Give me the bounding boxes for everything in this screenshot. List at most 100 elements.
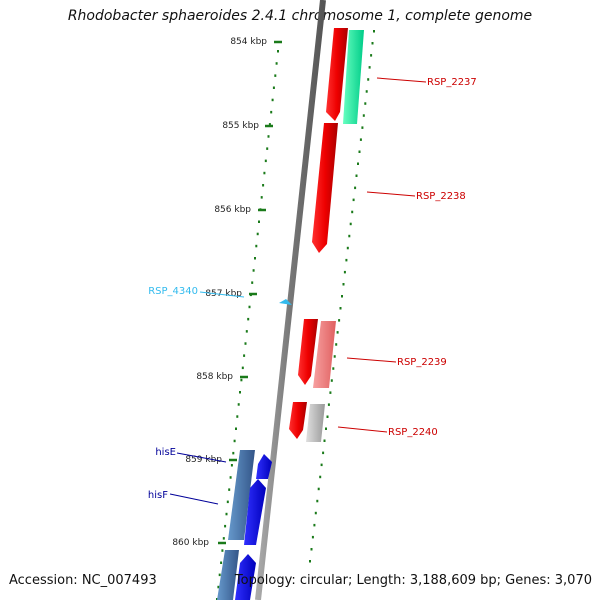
- scale-dot: [237, 403, 240, 406]
- scale-dot: [274, 74, 277, 77]
- scale-dot: [236, 415, 239, 418]
- outer-dot: [333, 355, 336, 358]
- label-rsp-2237[interactable]: RSP_2237: [427, 77, 477, 88]
- scale-dot: [260, 196, 263, 199]
- outer-dot: [329, 391, 332, 394]
- feature-next[interactable]: [235, 554, 256, 600]
- tick-label-856: 856 kbp: [214, 205, 251, 215]
- scale-dot: [264, 159, 267, 163]
- label-rsp-2238[interactable]: RSP_2238: [416, 191, 466, 202]
- scale-dot: [244, 342, 247, 345]
- outer-dot: [365, 90, 368, 93]
- feature-rsp-2239[interactable]: [298, 319, 318, 385]
- outer-dot: [367, 78, 370, 81]
- outer-dot: [317, 487, 320, 491]
- outer-dot: [357, 162, 359, 165]
- tick-label-859: 859 kbp: [185, 455, 222, 465]
- outer-dot: [355, 174, 358, 177]
- tick-label-860: 860 kbp: [172, 538, 209, 548]
- scale-dot: [239, 391, 241, 394]
- tick-label-858: 858 kbp: [196, 372, 233, 382]
- leader-rsp-2237: [376, 77, 427, 83]
- feature-rsp-2238[interactable]: [312, 123, 338, 253]
- outer-dot: [335, 343, 338, 346]
- outer-dot: [373, 30, 375, 33]
- scale-dot: [256, 232, 259, 236]
- feature-rsp-2237[interactable]: [326, 28, 348, 121]
- scale-dot: [228, 488, 231, 491]
- feature-hisf[interactable]: [244, 479, 266, 545]
- scale-dot: [241, 366, 244, 370]
- outer-dot: [342, 283, 345, 286]
- feature-hise[interactable]: [256, 454, 272, 479]
- outer-dot: [346, 246, 349, 250]
- outer-dot: [352, 198, 355, 202]
- outer-dot: [326, 415, 329, 418]
- outer-dot: [336, 331, 339, 334]
- outer-dot: [311, 535, 314, 539]
- genome-summary-text: Topology: circular; Length: 3,188,609 bp…: [234, 573, 592, 588]
- scale-dot: [222, 537, 225, 540]
- outer-dot: [371, 42, 374, 45]
- leader-rsp-2239: [346, 357, 397, 363]
- gene-features[interactable]: [217, 28, 364, 600]
- outer-dot: [359, 138, 362, 141]
- outer-dot: [323, 439, 326, 442]
- scale-dot: [277, 50, 279, 53]
- scale-dot: [258, 220, 260, 223]
- feature-rsp-2240[interactable]: [289, 402, 307, 439]
- outer-dot: [320, 463, 323, 467]
- scale-dot: [262, 184, 265, 187]
- feature-rsp-2237-cds[interactable]: [343, 30, 364, 124]
- scale-track: [216, 50, 279, 600]
- scale-dot: [232, 451, 235, 455]
- scale-dot: [267, 135, 270, 138]
- scale-dot: [221, 549, 224, 552]
- leader-hise: [176, 452, 227, 463]
- scale-dot: [270, 110, 273, 114]
- label-hisf[interactable]: hisF: [148, 490, 168, 501]
- scale-dot: [230, 464, 233, 467]
- label-rsp-2240[interactable]: RSP_2240: [388, 427, 438, 438]
- tick-label-855: 855 kbp: [222, 121, 259, 131]
- scale-dot: [217, 585, 220, 589]
- scale-dot: [235, 427, 237, 430]
- outer-dot: [370, 54, 373, 57]
- label-hise[interactable]: hisE: [155, 447, 176, 458]
- outer-dot: [354, 186, 357, 190]
- scale-dot: [229, 476, 232, 479]
- leader-hisf: [169, 493, 219, 505]
- scale-ticks: 854 kbp 855 kbp 856 kbp 857 kbp 858 kbp …: [172, 37, 282, 548]
- scale-dot: [268, 123, 271, 126]
- scale-dot: [220, 561, 223, 564]
- feature-rsp-4340[interactable]: [279, 299, 292, 305]
- outer-dot: [327, 403, 330, 406]
- outer-dot: [314, 511, 317, 515]
- outer-dot: [330, 379, 333, 382]
- feature-hise-cds[interactable]: [228, 450, 255, 540]
- scale-dot: [266, 147, 269, 150]
- genome-backbone: [255, 0, 326, 600]
- outer-dot: [319, 475, 322, 479]
- scale-dot: [247, 317, 250, 321]
- outer-dot: [351, 210, 354, 214]
- feature-rsp-2239-cds[interactable]: [313, 321, 336, 388]
- label-rsp-2239[interactable]: RSP_2239: [397, 357, 447, 368]
- scale-dot: [240, 378, 243, 382]
- feature-rsp-2240-cds[interactable]: [306, 404, 325, 442]
- outer-dot-track: [309, 30, 375, 563]
- outer-dot: [368, 66, 371, 69]
- tick-label-854: 854 kbp: [230, 37, 267, 47]
- accession-text: Accession: NC_007493: [9, 573, 157, 588]
- scale-dot: [243, 354, 246, 357]
- scale-dot: [225, 512, 228, 516]
- outer-dot: [316, 499, 319, 503]
- tick-label-857: 857 kbp: [205, 289, 242, 299]
- outer-dot: [310, 548, 313, 551]
- feature-next-cds[interactable]: [217, 550, 239, 600]
- scale-dot: [218, 573, 221, 577]
- outer-dot: [364, 102, 367, 105]
- label-rsp-4340[interactable]: RSP_4340: [148, 286, 198, 297]
- outer-dot: [345, 258, 348, 262]
